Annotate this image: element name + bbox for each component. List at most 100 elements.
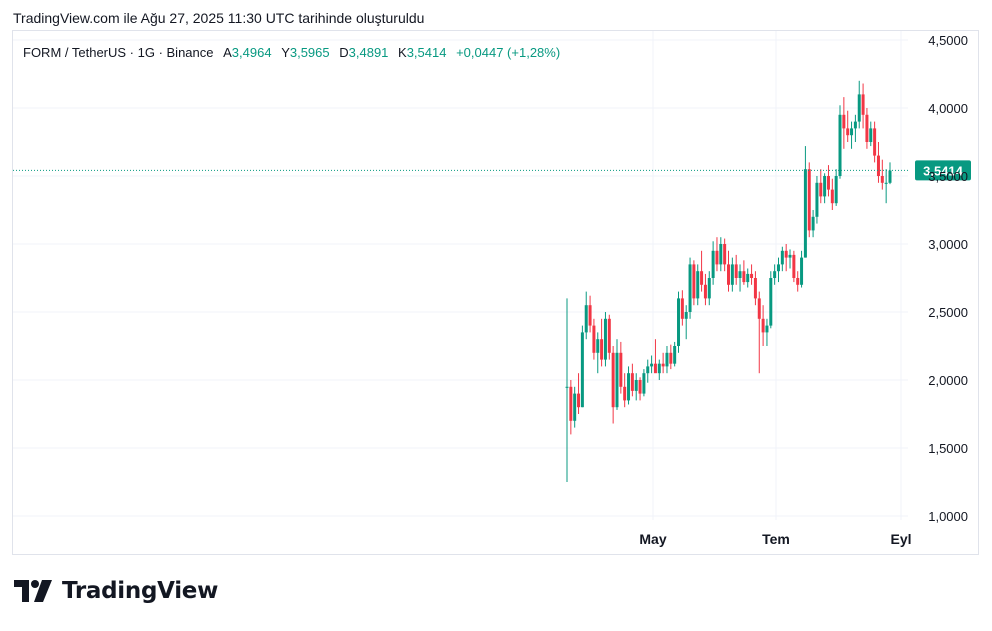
candle-body (773, 271, 777, 278)
candle-body (734, 264, 738, 278)
candles (565, 80, 892, 482)
candle-body (830, 189, 834, 204)
tradingview-logo-icon (14, 580, 52, 602)
candle-body (815, 182, 819, 217)
candle-body (696, 271, 700, 299)
chart-frame[interactable] (12, 30, 979, 555)
candle-body (738, 271, 742, 278)
candle-body (757, 298, 761, 319)
candle-body (819, 182, 823, 197)
candle-body (638, 380, 642, 394)
candle-body (596, 339, 600, 353)
candle-body (842, 114, 846, 129)
chart-caption: TradingView.com ile Ağu 27, 2025 11:30 U… (13, 10, 425, 26)
candle-body (788, 254, 792, 258)
candle-body (811, 216, 815, 231)
candle-body (884, 182, 888, 184)
candle-body (780, 250, 784, 265)
x-tick-label: May (639, 531, 666, 547)
candle-body (742, 271, 746, 283)
candle-body (569, 386, 573, 421)
legend-high: 3,5965 (289, 45, 330, 60)
candle-body (715, 250, 719, 265)
y-tick-label: 1,5000 (928, 441, 968, 456)
candle-body (727, 264, 730, 285)
candle-body (700, 271, 704, 285)
candle-body (796, 278, 800, 285)
legend-symbol: FORM / TetherUS · 1G · Binance (23, 45, 214, 60)
tradingview-logo[interactable]: TradingView (14, 578, 218, 604)
candle-body (869, 128, 873, 142)
y-tick-label: 1,0000 (928, 509, 968, 524)
candle-body (784, 250, 788, 258)
candle-body (634, 380, 638, 391)
candle-body (853, 121, 857, 129)
candle-body (584, 305, 588, 333)
candle-body (834, 176, 838, 204)
candle-body (592, 325, 596, 353)
candle-body (565, 386, 569, 388)
last-price-line: 3,5414 (13, 160, 971, 181)
candle-body (673, 346, 677, 364)
legend-low-label: D (339, 45, 349, 60)
candle-body (723, 244, 727, 265)
x-tick-label: Eyl (890, 531, 911, 547)
candle-body (653, 363, 657, 374)
legend-high-label: Y (281, 45, 290, 60)
candle-body (580, 332, 584, 408)
candle-body (646, 366, 650, 374)
candle-body (607, 318, 611, 353)
candle-body (807, 169, 811, 231)
legend-change: +0,0447 (+1,28%) (456, 45, 561, 60)
candle-body (765, 325, 769, 333)
x-tick-label: Tem (762, 531, 790, 547)
x-axis: May Tem Eyl (639, 531, 911, 547)
y-tick-label: 4,0000 (928, 101, 968, 116)
candle-body (873, 128, 877, 156)
candle-body (761, 318, 765, 333)
candle-body (857, 94, 861, 122)
candle-body (642, 373, 646, 394)
candle-body (880, 176, 884, 183)
candle-body (573, 393, 577, 421)
candle-body (730, 264, 734, 285)
candle-body (692, 264, 696, 299)
candle-body (661, 363, 665, 367)
candle-body (865, 114, 869, 142)
candle-body (684, 312, 688, 319)
candle-body (746, 273, 750, 283)
candle-body (823, 176, 827, 197)
candle-body (665, 352, 669, 367)
candle-body (861, 94, 865, 115)
candle-body (650, 363, 654, 367)
price-legend: FORM / TetherUS · 1G · Binance A3,4964 Y… (23, 45, 560, 60)
candle-body (769, 278, 773, 326)
candle-body (888, 170, 892, 183)
candle-body (603, 318, 607, 360)
candle-body (846, 128, 850, 136)
y-tick-label: 2,0000 (928, 373, 968, 388)
candle-body (711, 250, 715, 278)
candle-body (826, 176, 830, 190)
legend-open-label: A (223, 45, 232, 60)
candle-body (850, 128, 854, 136)
candle-body (680, 298, 684, 319)
candle-body (677, 298, 681, 346)
y-tick-label: 4,5000 (928, 33, 968, 48)
last-price-label: 3,5414 (923, 163, 964, 178)
candle-body (800, 257, 804, 285)
legend-close: 3,5414 (406, 45, 447, 60)
candle-body (627, 373, 631, 401)
candle-body (619, 352, 623, 387)
candle-body (611, 352, 615, 408)
candle-body (577, 393, 581, 408)
candle-body (615, 352, 619, 408)
candle-body (750, 273, 754, 278)
candle-body (707, 278, 711, 299)
y-tick-label: 2,5000 (928, 305, 968, 320)
candle-body (803, 169, 807, 258)
legend-open: 3,4964 (231, 45, 272, 60)
candle-body (623, 386, 627, 401)
candle-body (630, 373, 634, 391)
